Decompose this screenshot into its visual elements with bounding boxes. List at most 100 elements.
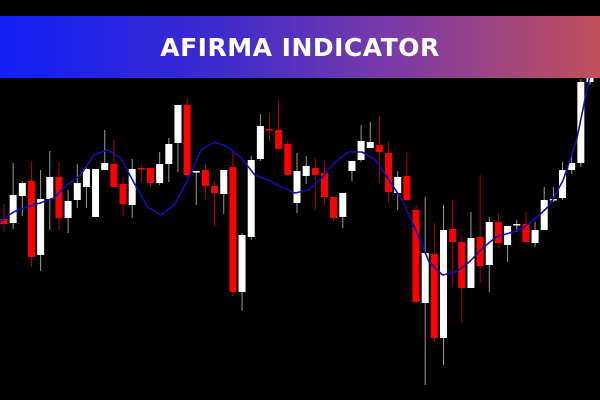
candle [27, 161, 35, 267]
candle [412, 205, 420, 303]
candle-body [256, 126, 264, 159]
candle [128, 159, 136, 218]
candle-body [110, 164, 118, 187]
candle [485, 217, 493, 292]
candle [256, 114, 264, 161]
candle-body [156, 164, 164, 183]
candle [458, 235, 466, 323]
candle-body [18, 183, 26, 196]
candle [110, 140, 118, 187]
candle-body [339, 193, 347, 217]
candle-body [348, 161, 356, 171]
candle-body [421, 253, 429, 303]
candle [9, 163, 17, 229]
title-banner: AFIRMA INDICATOR [0, 16, 600, 78]
banner-title: AFIRMA INDICATOR [160, 32, 440, 62]
candle [37, 170, 45, 271]
candle-body [247, 160, 255, 237]
candle-body [82, 169, 90, 187]
candle-body [494, 222, 502, 243]
candle [403, 152, 411, 201]
candle [156, 152, 164, 185]
candle [82, 166, 90, 208]
candle-body [394, 177, 402, 193]
candle-body [128, 169, 136, 205]
candle [494, 213, 502, 248]
candle [64, 190, 72, 233]
candle [183, 97, 191, 178]
candle [220, 170, 228, 214]
candle-body [531, 230, 539, 243]
candle-body [385, 153, 393, 192]
candle-body [458, 242, 466, 288]
candle-body [201, 170, 209, 186]
candle-body [55, 177, 63, 218]
candle-body [513, 224, 521, 226]
candle-body [412, 210, 420, 302]
candle [440, 205, 447, 365]
candle-body [73, 183, 81, 200]
candle [476, 175, 484, 283]
candle [18, 181, 26, 216]
candle-body [165, 144, 173, 164]
candle-body [46, 177, 54, 199]
candle-body [540, 200, 548, 230]
candle [119, 177, 127, 216]
candle [449, 200, 457, 285]
candle [174, 105, 182, 172]
candle-body [147, 168, 154, 183]
candle-body [137, 168, 145, 170]
candle [385, 142, 393, 203]
candle [275, 100, 283, 150]
candle [55, 162, 63, 230]
candle [0, 204, 8, 231]
candle-body [568, 163, 576, 170]
candle [320, 161, 328, 205]
candle-body [559, 170, 567, 198]
candle-body [430, 254, 438, 338]
candle [302, 156, 310, 184]
candle-body [192, 171, 200, 173]
candle-body [183, 105, 191, 175]
candle [540, 187, 548, 230]
candle [522, 212, 530, 242]
candle-body [92, 169, 100, 217]
candle-body [357, 141, 365, 160]
candle-body [375, 145, 383, 152]
candle [504, 226, 512, 262]
candle-body [64, 201, 72, 218]
candle [266, 113, 274, 141]
candle [375, 116, 383, 183]
candle [201, 164, 209, 200]
afirma-line [0, 74, 591, 276]
candle [348, 161, 356, 181]
candle [92, 169, 100, 217]
candle-body [302, 166, 310, 176]
candle [339, 193, 347, 228]
candle-body [440, 230, 447, 338]
candle-body [284, 144, 292, 175]
candle [46, 151, 54, 230]
candle [394, 171, 402, 210]
candle-body [229, 167, 237, 292]
candle [467, 212, 475, 288]
candle [165, 138, 173, 182]
candle [366, 122, 374, 148]
candle [330, 197, 338, 221]
candle-body [119, 184, 127, 204]
candle [101, 130, 109, 170]
candle-body [330, 197, 338, 218]
candle-body [211, 186, 219, 193]
candle [293, 153, 301, 213]
candle [137, 164, 145, 182]
candle-body [220, 170, 228, 194]
candle [284, 140, 292, 175]
candle-body [27, 181, 35, 257]
candle [147, 168, 154, 188]
candle-body [238, 235, 246, 292]
candle-body [449, 229, 457, 242]
candle [229, 152, 237, 296]
candle-body [467, 238, 475, 288]
